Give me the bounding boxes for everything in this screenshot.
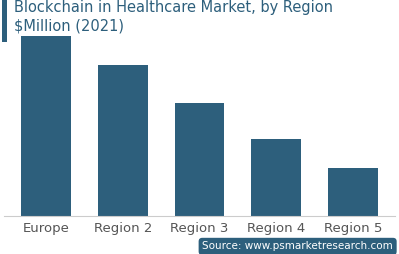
Text: Blockchain in Healthcare Market, by Region
$Million (2021): Blockchain in Healthcare Market, by Regi…	[14, 0, 333, 34]
Bar	[98, 65, 148, 216]
Bar	[175, 103, 224, 216]
Text: Source: www.psmarketresearch.com: Source: www.psmarketresearch.com	[202, 242, 393, 251]
Bar	[251, 139, 301, 216]
Bar	[328, 168, 377, 216]
Bar	[22, 37, 71, 216]
